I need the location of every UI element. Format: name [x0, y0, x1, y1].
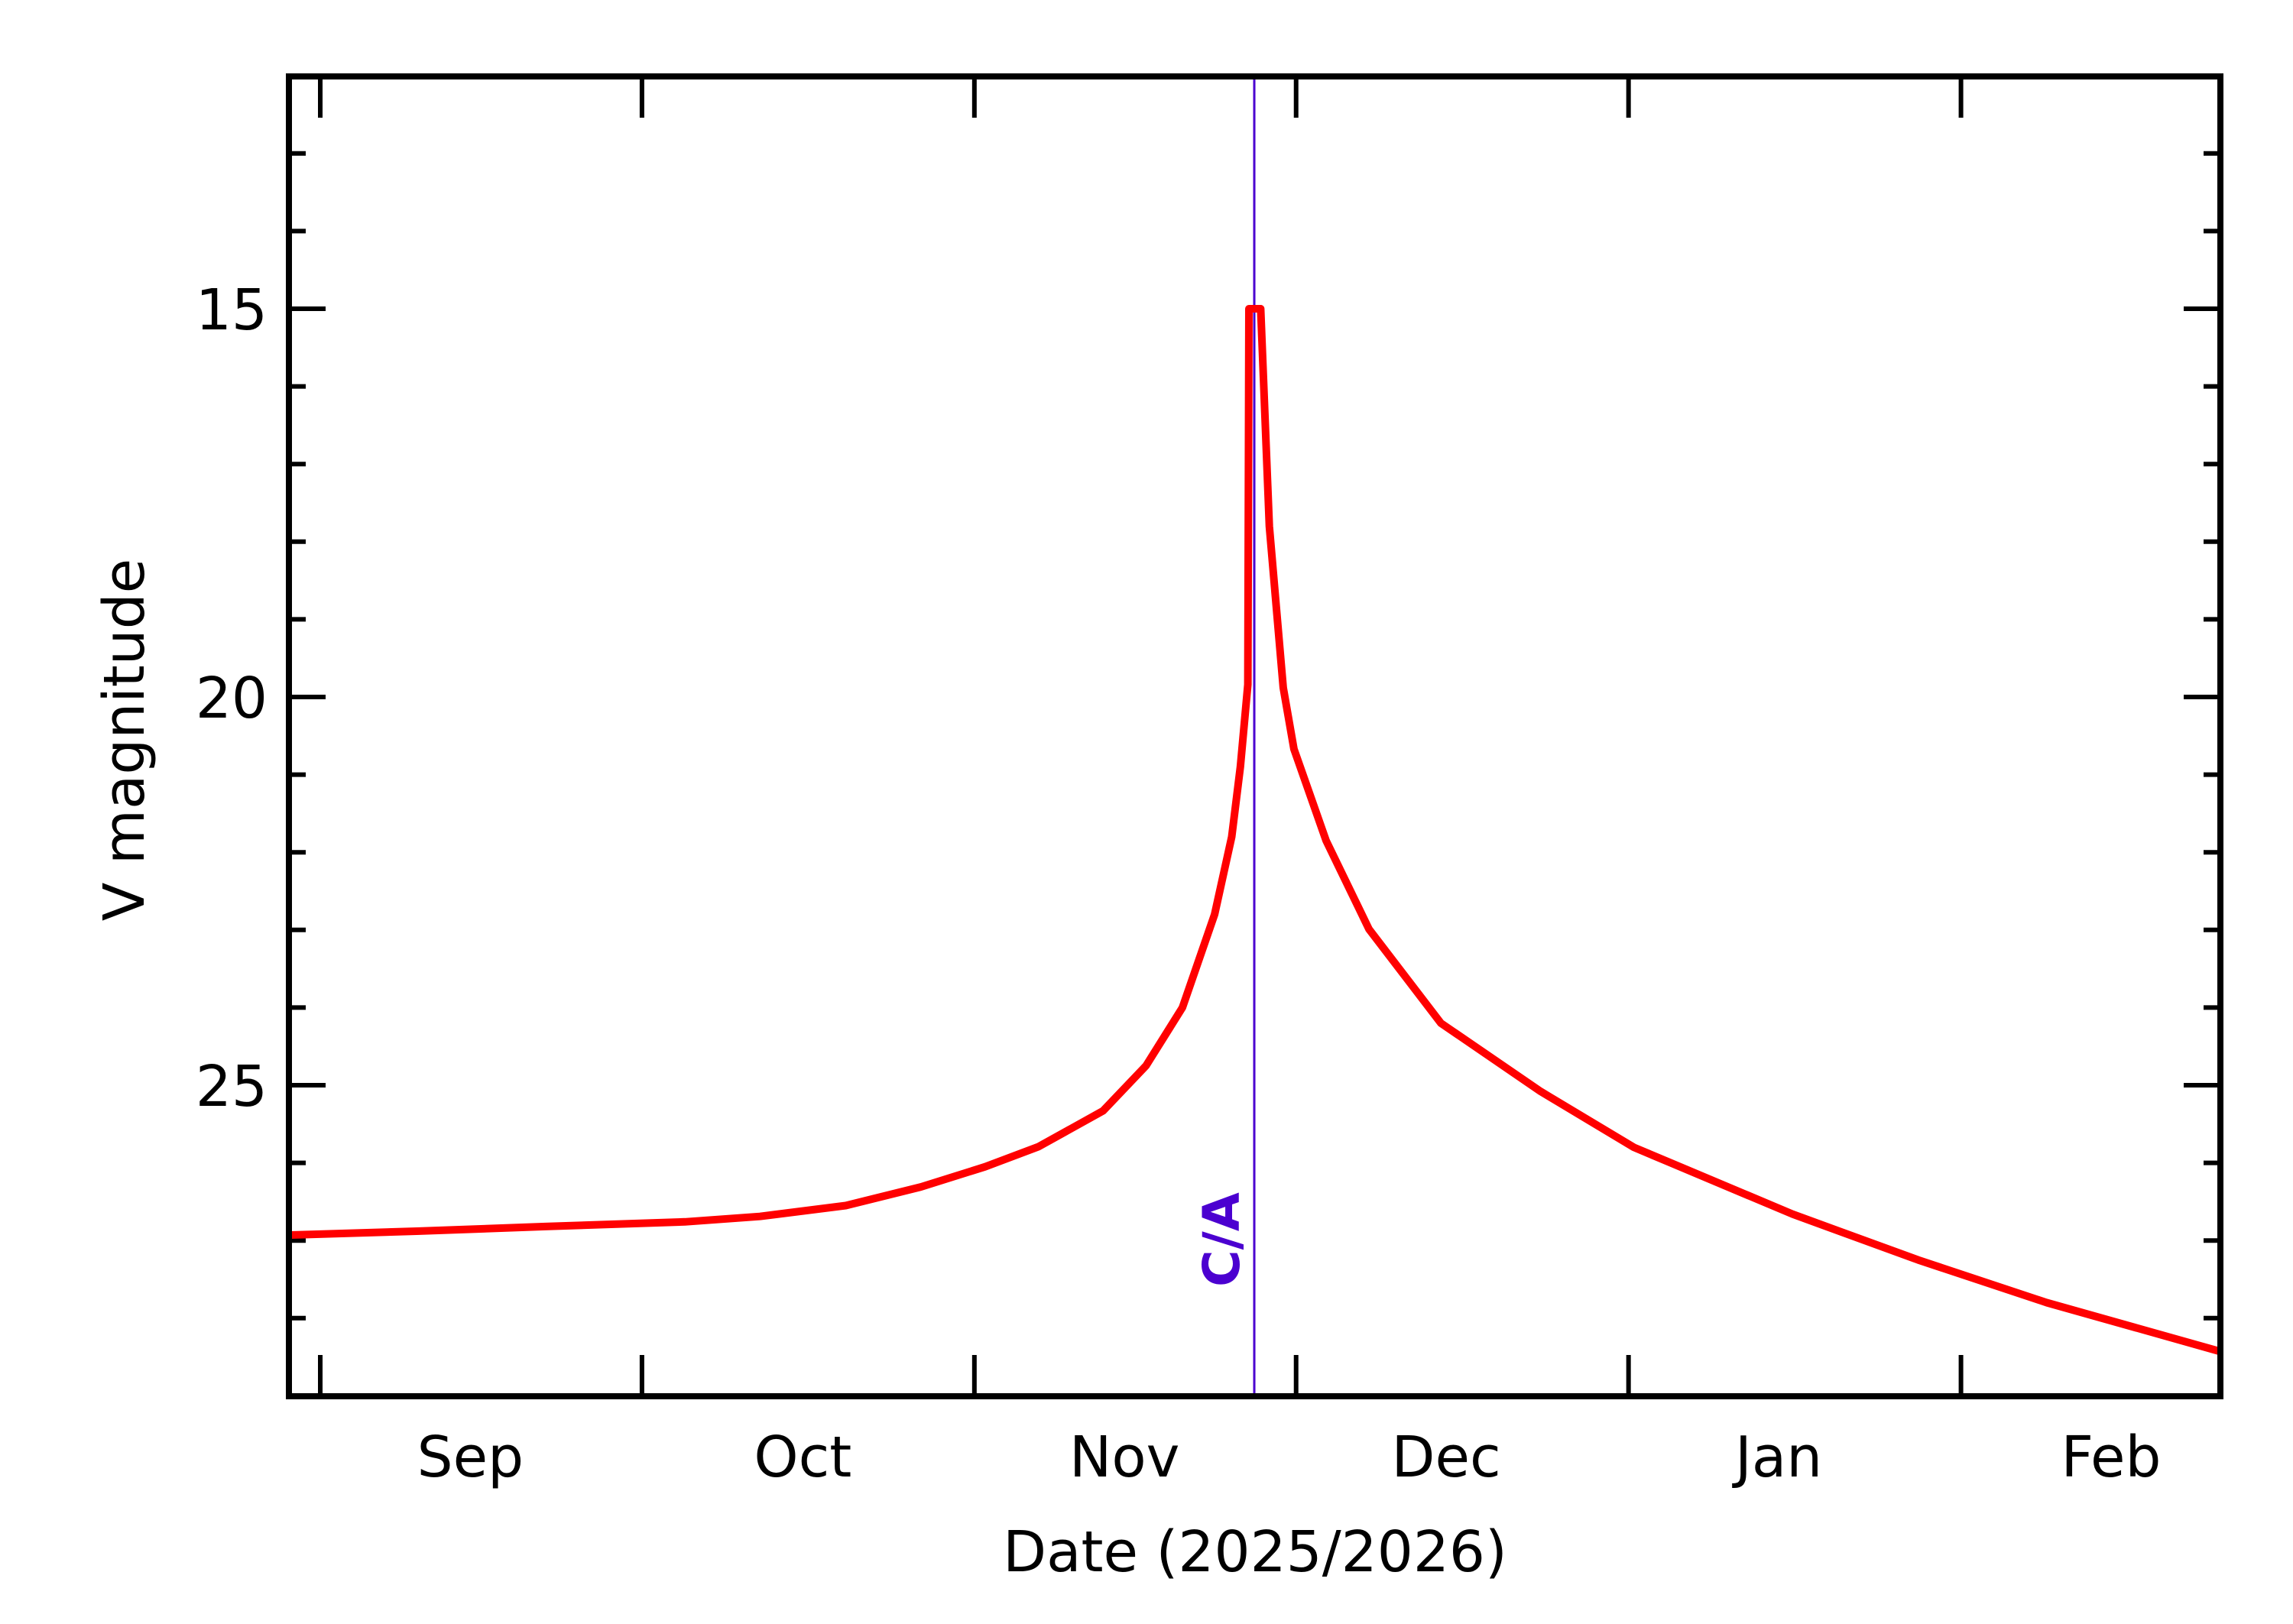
x-tick-label: Nov [1069, 1425, 1179, 1490]
closest-approach-label: C/A [1192, 1192, 1251, 1287]
x-tick-label: Oct [754, 1425, 851, 1490]
magnitude-curve [289, 305, 2222, 1356]
y-tick-label: 15 [196, 277, 268, 343]
y-tick-labels: 15 20 25 [196, 277, 268, 1120]
y-tick-label: 20 [196, 666, 268, 731]
x-tick-label: Jan [1732, 1425, 1822, 1490]
plot-frame [286, 73, 2223, 1399]
x-tick-label: Feb [2061, 1425, 2161, 1490]
x-tick-labels: Sep Oct Nov Dec Jan Feb [417, 1425, 2162, 1490]
y-axis-title: V magnitude [92, 559, 157, 921]
x-axis-title: Date (2025/2026) [1003, 1519, 1507, 1585]
axis-ticks [289, 76, 2220, 1396]
y-tick-label: 25 [196, 1054, 268, 1120]
x-tick-label: Dec [1392, 1425, 1501, 1490]
x-tick-label: Sep [417, 1425, 524, 1490]
